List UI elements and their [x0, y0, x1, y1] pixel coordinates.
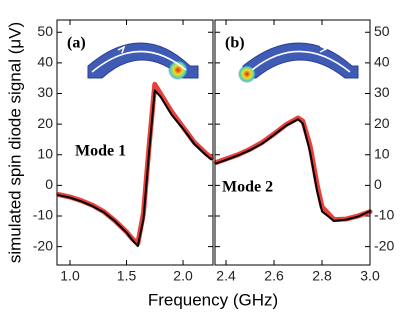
series-line	[56, 81, 214, 247]
y-axis-label: simulated spin diode signal (μV)	[5, 22, 24, 263]
inset-a	[87, 42, 199, 80]
panel-label: (a)	[67, 35, 86, 52]
y-tick-label: 40	[37, 54, 53, 70]
plot-frame	[56, 19, 214, 266]
y-tick-label: 30	[374, 84, 390, 100]
x-axis-label: Frequency (GHz)	[148, 290, 278, 309]
plot-frame	[214, 19, 371, 266]
annotation: Mode 1	[75, 143, 126, 160]
x-tick-label: 2.6	[264, 268, 284, 284]
series-line	[57, 89, 213, 248]
y-tick-label: 10	[374, 145, 390, 161]
arrow	[251, 50, 351, 73]
ring-image	[242, 42, 359, 79]
panel-label: (b)	[225, 35, 245, 52]
annotation: Mode 2	[222, 179, 273, 196]
y-tick-label: 30	[37, 84, 53, 100]
y-tick-label: 20	[374, 115, 390, 131]
y-tick-label: -10	[374, 207, 394, 223]
hotspot	[168, 60, 188, 80]
x-tick-label: 2.8	[312, 268, 332, 284]
y-tick-label: 10	[37, 145, 53, 161]
y-tick-label: -20	[33, 237, 53, 253]
x-tick-label: 2.4	[216, 268, 236, 284]
x-tick-label: 2.0	[173, 268, 193, 284]
series-line	[213, 115, 373, 223]
y-tick-label: 50	[37, 23, 53, 39]
arrowhead	[117, 45, 126, 54]
inset-b	[238, 42, 359, 83]
series-line	[215, 118, 371, 222]
arrowhead	[319, 45, 328, 53]
arrow	[91, 50, 187, 73]
y-tick-label: -10	[33, 207, 53, 223]
y-tick-label: 40	[374, 54, 390, 70]
y-tick-label: 0	[45, 176, 53, 192]
x-tick-label: 1.5	[117, 268, 137, 284]
x-tick-label: 3.0	[360, 268, 380, 284]
y-tick-label: 20	[37, 115, 53, 131]
y-tick-label: 50	[374, 23, 390, 39]
y-tick-label: -20	[374, 237, 394, 253]
y-tick-label: 0	[374, 176, 382, 192]
x-tick-label: 1.0	[60, 268, 80, 284]
hotspot	[238, 65, 256, 83]
ring-image	[87, 42, 199, 79]
